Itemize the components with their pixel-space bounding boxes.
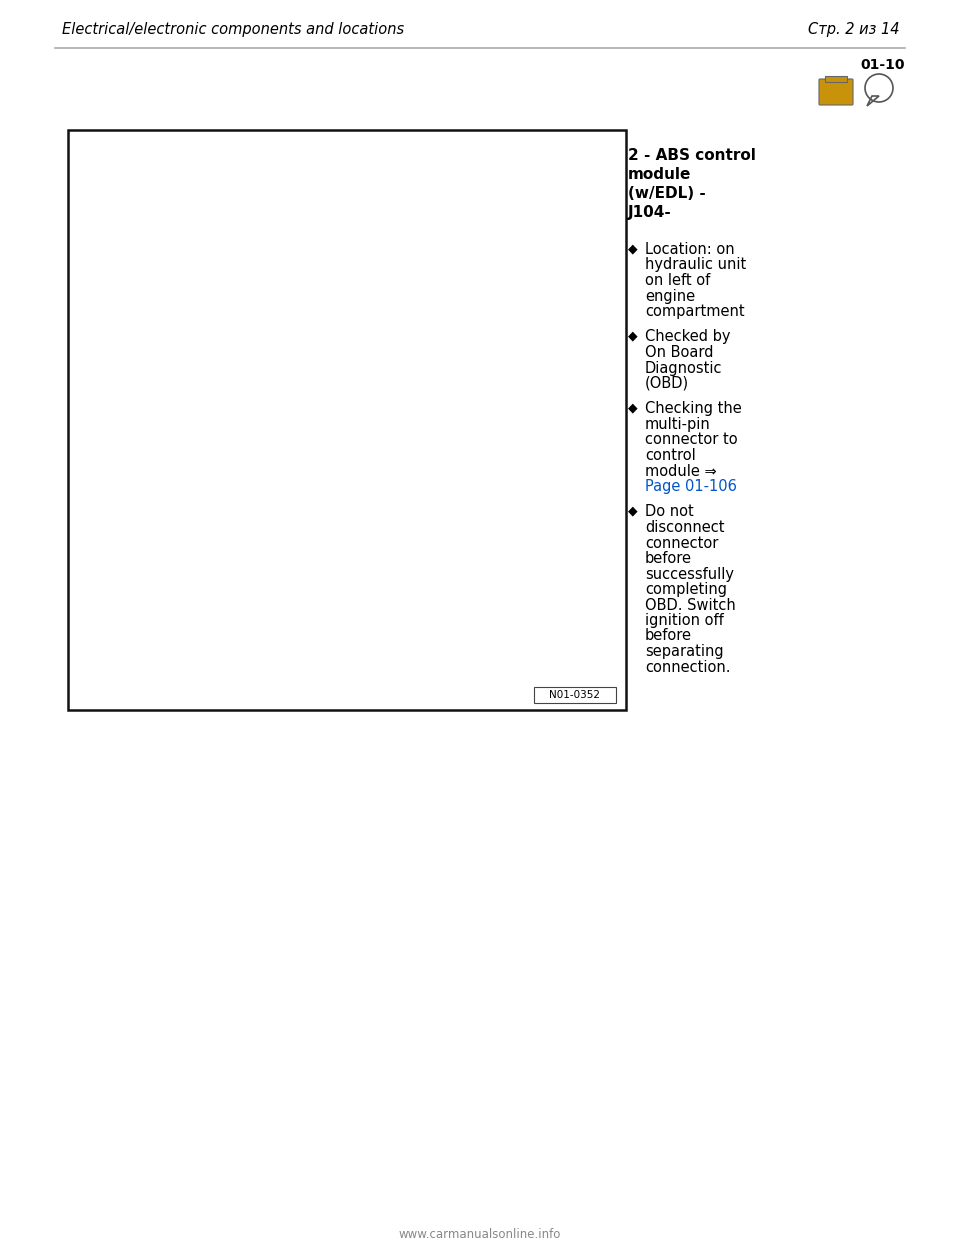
Text: 01-10: 01-10: [860, 58, 905, 72]
Text: engine: engine: [645, 288, 695, 303]
Text: connector to: connector to: [645, 432, 737, 447]
Text: completing: completing: [645, 582, 727, 597]
Text: Page 01-106: Page 01-106: [645, 479, 737, 494]
Text: ◆: ◆: [628, 329, 637, 343]
Text: before: before: [645, 628, 692, 643]
Text: separating: separating: [645, 645, 724, 660]
Text: successfully: successfully: [645, 566, 734, 581]
Text: N01-0352: N01-0352: [549, 691, 601, 700]
Text: ◆: ◆: [628, 504, 637, 518]
Text: ◆: ◆: [628, 401, 637, 415]
Text: Стр. 2 из 14: Стр. 2 из 14: [808, 22, 900, 37]
Text: module: module: [628, 166, 691, 183]
Text: disconnect: disconnect: [645, 520, 725, 535]
Text: Diagnostic: Diagnostic: [645, 360, 723, 375]
Text: connector: connector: [645, 535, 718, 550]
Text: control: control: [645, 448, 696, 463]
Text: OBD. Switch: OBD. Switch: [645, 597, 735, 612]
Text: J104-: J104-: [628, 205, 672, 220]
Bar: [534, 687, 616, 703]
Text: before: before: [645, 551, 692, 566]
Text: (w/EDL) -: (w/EDL) -: [628, 186, 706, 201]
Text: compartment: compartment: [645, 304, 745, 319]
Text: module ⇒: module ⇒: [645, 463, 717, 478]
Text: hydraulic unit: hydraulic unit: [645, 257, 746, 272]
Text: (OBD): (OBD): [645, 376, 689, 391]
Text: Checked by: Checked by: [645, 329, 731, 344]
Text: ignition off: ignition off: [645, 614, 724, 628]
Text: ◆: ◆: [628, 242, 637, 255]
FancyBboxPatch shape: [825, 76, 847, 82]
Text: Checking the: Checking the: [645, 401, 742, 416]
FancyBboxPatch shape: [819, 79, 853, 106]
Text: multi-pin: multi-pin: [645, 417, 710, 432]
Text: Electrical/electronic components and locations: Electrical/electronic components and loc…: [62, 22, 404, 37]
Text: connection.: connection.: [645, 660, 731, 674]
Bar: [68, 130, 626, 710]
Text: on left of: on left of: [645, 273, 710, 288]
Text: 2 - ABS control: 2 - ABS control: [628, 148, 756, 163]
Text: On Board: On Board: [645, 345, 713, 360]
Text: Location: on: Location: on: [645, 242, 734, 257]
Text: www.carmanualsonline.info: www.carmanualsonline.info: [398, 1228, 562, 1241]
Text: Do not: Do not: [645, 504, 694, 519]
